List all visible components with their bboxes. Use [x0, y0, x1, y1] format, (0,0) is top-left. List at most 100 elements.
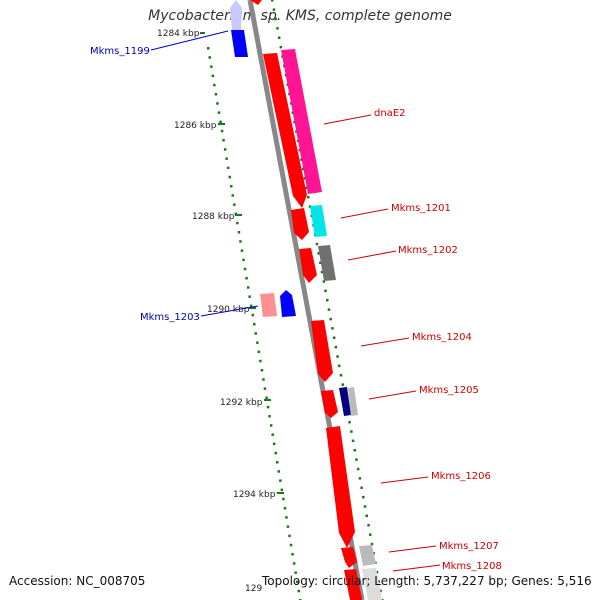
label-mkms-1205[interactable]: Mkms_1205	[419, 385, 479, 396]
label-dnae2[interactable]: dnaE2	[374, 108, 406, 119]
minor-tick-right	[300, 158, 303, 161]
minor-tick-left	[297, 589, 300, 593]
minor-tick-left	[219, 120, 222, 124]
minor-tick-right	[305, 186, 308, 189]
gene-mkms-1208[interactable]	[362, 568, 382, 600]
minor-tick-left	[249, 304, 253, 308]
minor-tick-left	[288, 534, 291, 538]
tick-label-1290: 1290 kbp	[207, 305, 250, 315]
minor-tick-left	[280, 488, 284, 492]
minor-tick-right	[274, 17, 277, 21]
minor-tick-right	[369, 533, 372, 536]
minor-tick-left	[208, 56, 211, 59]
gene-top-fragment[interactable]	[250, 0, 262, 5]
minor-tick-left	[283, 507, 287, 510]
minor-tick-right	[277, 36, 281, 39]
minor-tick-left	[217, 111, 221, 114]
minor-tick-left	[240, 249, 244, 252]
gene-mkms-1201-red[interactable]	[291, 208, 309, 240]
gene-mkms-1202[interactable]	[318, 245, 336, 281]
minor-tick-left	[292, 562, 296, 565]
minor-tick-right	[358, 477, 362, 480]
label-leaders	[150, 30, 441, 572]
label-mkms-1206[interactable]: Mkms_1206	[431, 471, 491, 482]
gene-mkms-1203-pair[interactable]	[260, 293, 277, 317]
minor-tick-right	[279, 45, 283, 49]
minor-tick-right	[375, 570, 379, 574]
gene-labels: Mkms_1199 Mkms_1203 dnaE2 Mkms_1201 Mkms…	[90, 46, 502, 572]
gene-mkms-1205-red[interactable]	[321, 390, 338, 418]
minor-tick-right	[326, 299, 329, 302]
gene-mkms-1205[interactable]	[348, 387, 358, 416]
minor-tick-right	[363, 505, 367, 508]
gene-mkms-1207-red[interactable]	[341, 547, 357, 568]
minor-tick-right	[317, 252, 320, 255]
tick-label-1288: 1288 kbp	[192, 212, 235, 222]
minor-tick-right	[338, 364, 341, 368]
minor-tick-left	[226, 166, 230, 170]
tick-label-1296: 129	[245, 584, 262, 594]
minor-tick-right	[367, 524, 370, 527]
minor-tick-left	[282, 497, 285, 501]
gene-mkms-1201[interactable]	[310, 205, 327, 237]
minor-tick-left	[279, 479, 282, 482]
summary-text: Topology: circular; Length: 5,737,227 bp…	[262, 574, 592, 588]
label-mkms-1208[interactable]: Mkms_1208	[442, 561, 502, 572]
minor-tick-left	[248, 295, 251, 298]
gene-mkms-1205-navy[interactable]	[339, 387, 351, 416]
minor-tick-right	[303, 177, 307, 180]
minor-tick-right	[301, 167, 305, 171]
minor-tick-right	[276, 27, 279, 30]
label-mkms-1203[interactable]: Mkms_1203	[140, 312, 200, 323]
minor-tick-left	[253, 323, 256, 326]
tick-label-1292: 1292 kbp	[220, 398, 263, 408]
minor-tick-right	[329, 317, 332, 321]
minor-tick-right	[307, 195, 310, 199]
gene-large-red[interactable]	[263, 53, 307, 208]
scale-labels: 1284 kbp 1286 kbp 1288 kbp 1290 kbp 1292…	[157, 29, 284, 594]
minor-tick-left	[274, 451, 277, 455]
minor-tick-left	[289, 543, 293, 547]
label-mkms-1201[interactable]: Mkms_1201	[391, 203, 451, 214]
minor-tick-left	[260, 369, 264, 372]
minor-tick-right	[350, 430, 353, 433]
minor-tick-left	[269, 424, 273, 427]
label-mkms-1199[interactable]: Mkms_1199	[90, 46, 150, 57]
tick-label-1284: 1284 kbp	[157, 29, 200, 39]
label-mkms-1207[interactable]: Mkms_1207	[439, 541, 499, 552]
minor-tick-left	[214, 93, 218, 96]
minor-tick-right	[339, 374, 343, 377]
gene-mkms-1207[interactable]	[359, 545, 376, 566]
gene-mkms-1199[interactable]	[231, 30, 248, 57]
minor-tick-right	[320, 270, 324, 274]
gene-mkms-1208-red[interactable]	[344, 569, 362, 600]
minor-tick-left	[236, 221, 239, 225]
minor-tick-left	[254, 332, 257, 335]
minor-tick-right	[351, 439, 355, 443]
minor-tick-left	[286, 525, 290, 528]
gene-mkms-1206[interactable]	[326, 426, 355, 548]
gene-mkms-1202-red[interactable]	[299, 248, 317, 283]
minor-tick-right	[327, 308, 331, 311]
minor-tick-left	[294, 571, 297, 574]
label-mkms-1202[interactable]: Mkms_1202	[398, 245, 458, 256]
forward-genes	[250, 0, 382, 600]
minor-tick-left	[228, 175, 231, 179]
gene-dnae2[interactable]	[281, 49, 322, 194]
gene-mkms-1203[interactable]	[280, 290, 296, 317]
gene-mkms-1204[interactable]	[311, 320, 333, 382]
minor-tick-left	[213, 83, 216, 87]
label-mkms-1204[interactable]: Mkms_1204	[412, 332, 472, 343]
gene-mkms-1199-shadow[interactable]	[230, 0, 242, 30]
minor-tick-left	[245, 277, 248, 280]
reverse-genes	[230, 0, 296, 317]
minor-tick-left	[277, 470, 280, 473]
accession-text: Accession: NC_008705	[9, 574, 146, 588]
minor-tick-right	[272, 8, 276, 11]
minor-tick-right	[356, 467, 360, 471]
minor-tick-left	[231, 194, 234, 197]
map-title: Mycobacterium sp. KMS, complete genome	[148, 8, 452, 24]
minor-tick-right	[365, 514, 368, 518]
tick-label-1286: 1286 kbp	[174, 121, 217, 131]
